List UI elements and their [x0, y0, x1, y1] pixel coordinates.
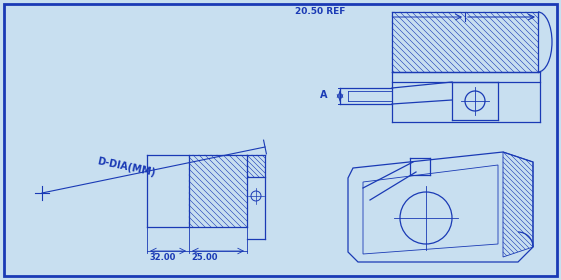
Text: 25.00: 25.00 — [191, 253, 218, 262]
Text: D-DIA(MM): D-DIA(MM) — [96, 156, 157, 178]
Text: 32.00: 32.00 — [149, 253, 176, 262]
Text: A: A — [320, 90, 328, 100]
Text: 20.50 REF: 20.50 REF — [295, 7, 346, 16]
